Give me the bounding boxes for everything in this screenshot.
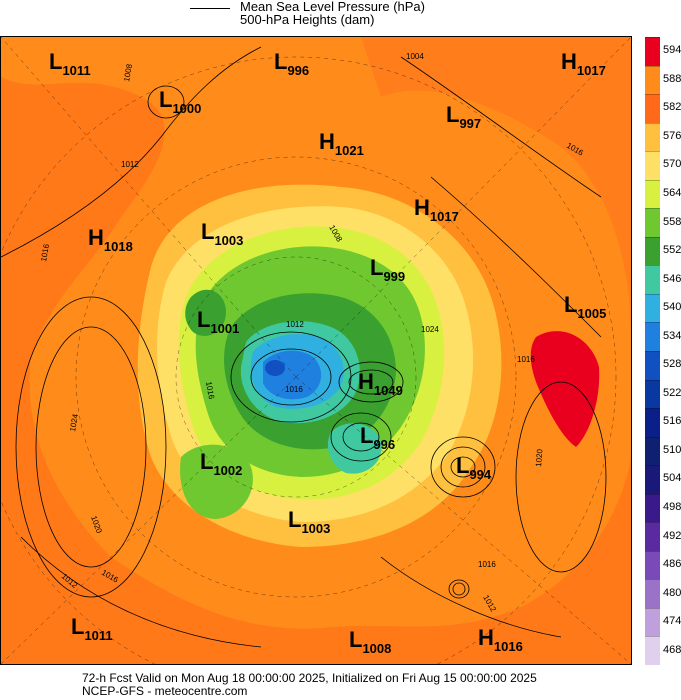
colorbar-label: 564 bbox=[663, 187, 681, 199]
colorbar-label: 576 bbox=[663, 129, 681, 142]
forecast-valid-text: 72-h Fcst Valid on Mon Aug 18 00:00:00 2… bbox=[82, 671, 537, 685]
colorbar-swatch bbox=[645, 579, 660, 608]
isobar-label: 1016 bbox=[478, 560, 496, 569]
mslp-legend-line bbox=[190, 8, 230, 9]
pressure-system-low: L1005 bbox=[564, 292, 606, 321]
colorbar-swatch bbox=[645, 151, 660, 180]
pressure-system-low: L1001 bbox=[197, 307, 239, 336]
colorbar-swatch bbox=[645, 293, 660, 323]
isobar-label: 1008 bbox=[122, 63, 134, 83]
source-credit: NCEP-GFS - meteocentre.com bbox=[82, 684, 248, 698]
colorbar-swatch bbox=[645, 607, 660, 637]
pressure-system-high: H1016 bbox=[478, 625, 523, 654]
colorbar-label: 570 bbox=[663, 158, 681, 171]
pressure-system-high: H1049 bbox=[358, 369, 403, 398]
isobars bbox=[1, 46, 607, 648]
map-canvas: L1011 L996 H1017 L1000 L997 H1021 H1017 … bbox=[1, 37, 631, 664]
pressure-system-low: L1003 bbox=[288, 507, 330, 536]
colorbar-swatch bbox=[645, 37, 660, 66]
graticule bbox=[1, 37, 631, 664]
pressure-system-low: L996 bbox=[360, 423, 395, 452]
isobar-label: 1016 bbox=[39, 243, 51, 263]
pressure-system-low: L1011 bbox=[49, 49, 91, 78]
pressure-system-low: L994 bbox=[456, 453, 492, 482]
colorbar-swatch bbox=[645, 636, 660, 665]
colorbar-label: 540 bbox=[663, 301, 681, 314]
height-field-582-northeast bbox=[361, 37, 631, 337]
colorbar-label: 558 bbox=[663, 215, 681, 228]
pressure-system-high: H1021 bbox=[319, 129, 364, 158]
height-field-558-lobe bbox=[180, 444, 253, 519]
colorbar-label: 594 bbox=[663, 44, 681, 57]
isobar-label: 1016 bbox=[517, 355, 535, 364]
colorbar-swatch bbox=[645, 379, 660, 409]
pressure-system-low: L1000 bbox=[159, 87, 201, 116]
pressure-system-high: H1017 bbox=[561, 49, 606, 78]
colorbar-swatch bbox=[645, 436, 660, 466]
colorbar-label: 534 bbox=[663, 329, 681, 342]
pressure-system-low: L1011 bbox=[71, 614, 113, 643]
pressure-system-low: L1002 bbox=[200, 449, 242, 478]
colorbar-label: 522 bbox=[663, 386, 681, 399]
colorbar-label: 504 bbox=[663, 472, 681, 485]
colorbar-swatch bbox=[645, 351, 660, 380]
height-field-594 bbox=[530, 331, 600, 447]
isobar-label: 1016 bbox=[204, 381, 216, 401]
height-colorbar bbox=[645, 37, 660, 665]
isobar-label: 1012 bbox=[121, 160, 139, 169]
colorbar-label: 492 bbox=[663, 529, 681, 542]
colorbar-label: 474 bbox=[663, 615, 681, 628]
isobar-label: 1020 bbox=[534, 448, 545, 467]
colorbar-swatch bbox=[645, 94, 660, 123]
pressure-system-low: L997 bbox=[446, 102, 481, 131]
colorbar-swatch bbox=[645, 208, 660, 237]
isobar-label: 1012 bbox=[286, 320, 304, 329]
isobar-label: 1004 bbox=[406, 52, 424, 61]
height-field-582-south bbox=[1, 77, 631, 664]
legend-heights-label: 500-hPa Heights (dam) bbox=[240, 12, 375, 27]
colorbar-label: 486 bbox=[663, 558, 681, 571]
pressure-system-high: H1018 bbox=[88, 225, 133, 254]
colorbar-swatch bbox=[645, 122, 660, 152]
colorbar-swatch bbox=[645, 550, 660, 580]
pressure-system-high: H1017 bbox=[414, 195, 459, 224]
colorbar-label: 510 bbox=[663, 443, 681, 456]
colorbar-swatch bbox=[645, 322, 660, 351]
pressure-system-low: L999 bbox=[370, 255, 405, 284]
chart-footer: 72-h Fcst Valid on Mon Aug 18 00:00:00 2… bbox=[82, 672, 537, 698]
colorbar-label: 516 bbox=[663, 415, 681, 428]
colorbar-label: 468 bbox=[663, 643, 681, 656]
chart-header: Mean Sea Level Pressure (hPa) 500-hPa He… bbox=[0, 0, 681, 36]
colorbar-label: 546 bbox=[663, 272, 681, 285]
colorbar-swatch bbox=[645, 179, 660, 209]
isobar-label: 1016 bbox=[285, 385, 303, 394]
colorbar-swatch bbox=[645, 408, 660, 437]
colorbar-swatch bbox=[645, 465, 660, 494]
colorbar-swatch bbox=[645, 65, 660, 95]
colorbar-label: 528 bbox=[663, 358, 681, 371]
weather-map: L1011 L996 H1017 L1000 L997 H1021 H1017 … bbox=[0, 36, 632, 665]
colorbar-label: 480 bbox=[663, 586, 681, 599]
pressure-system-low: L1008 bbox=[349, 627, 391, 656]
colorbar-swatch bbox=[645, 265, 660, 294]
height-field-546-lobe bbox=[327, 423, 382, 474]
legend-mslp-label: Mean Sea Level Pressure (hPa) bbox=[240, 0, 425, 14]
colorbar-swatch bbox=[645, 522, 660, 551]
colorbar-label: 552 bbox=[663, 244, 681, 257]
isobar-label: 1024 bbox=[421, 325, 439, 334]
pressure-system-low: L996 bbox=[274, 49, 309, 78]
height-field-528 bbox=[265, 360, 285, 376]
height-field-552-lobe bbox=[185, 289, 226, 336]
colorbar-label: 582 bbox=[663, 101, 681, 114]
pressure-systems: L1011 L996 H1017 L1000 L997 H1021 H1017 … bbox=[49, 49, 606, 656]
isobar-label: 1024 bbox=[68, 413, 80, 433]
colorbar-label: 498 bbox=[663, 501, 681, 513]
colorbar-swatch bbox=[645, 236, 660, 266]
colorbar-swatch bbox=[645, 493, 660, 523]
pressure-system-low: L1003 bbox=[201, 219, 243, 248]
colorbar-label: 588 bbox=[663, 72, 681, 85]
